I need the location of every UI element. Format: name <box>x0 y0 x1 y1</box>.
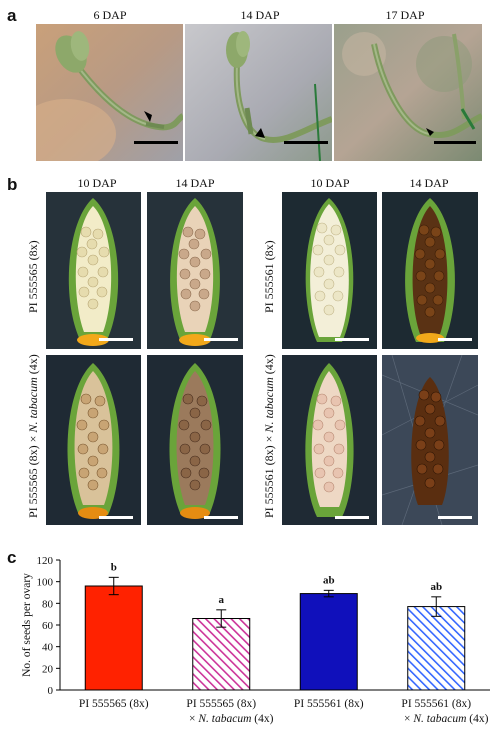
significance-label: ab <box>323 574 335 586</box>
y-tick-label: 60 <box>42 620 54 632</box>
significance-label: a <box>219 594 225 606</box>
panel-b-left-col-label-10dap: 10 DAP <box>77 176 117 190</box>
y-tick-label: 40 <box>42 642 54 654</box>
ovary-photo-pi555561-x-tabacum-10dap <box>282 355 377 525</box>
x-tick-label: PI 555561 (8x) <box>401 698 471 710</box>
panel-a-label-17dap: 17 DAP <box>385 8 425 22</box>
panel-b-right-col-label-14dap: 14 DAP <box>409 176 449 190</box>
scale-bar <box>434 141 476 144</box>
panel-b-letter: b <box>7 175 18 194</box>
scale-bar <box>99 338 133 341</box>
bar <box>84 585 143 691</box>
panel-b-left-row-bottom-label: PI 555565 (8x) × N. tabacum (4x) <box>26 354 40 518</box>
panel-a-label-14dap: 14 DAP <box>240 8 280 22</box>
x-tick-label: PI 555561 (8x) <box>294 698 364 710</box>
ovary-photo-pi555565-10dap <box>46 192 141 349</box>
significance-label: ab <box>430 581 442 593</box>
y-tick-label: 20 <box>42 663 54 675</box>
panel-a-letter: a <box>7 6 17 25</box>
x-tick-label: PI 555565 (8x) <box>186 698 256 710</box>
flower-pedicel-photo-6dap <box>36 24 183 161</box>
y-tick-label: 100 <box>37 577 54 589</box>
ovary-photo-pi555561-14dap <box>382 192 478 349</box>
panel-b-left-col-label-14dap: 14 DAP <box>175 176 215 190</box>
flower-pedicel-photo-17dap <box>334 24 482 161</box>
panel-c-letter: c <box>7 548 17 567</box>
flower-pedicel-photo-14dap <box>185 24 332 161</box>
panel-b-right-col-label-10dap: 10 DAP <box>310 176 350 190</box>
scale-bar <box>204 338 238 341</box>
seeds-per-ovary-bar-chart: No. of seeds per ovary 0 20 40 60 80 100 120 b… <box>21 555 490 725</box>
significance-label: b <box>111 561 117 573</box>
ovary-photo-pi555561-10dap <box>282 192 377 349</box>
x-tick-label: PI 555565 (8x) <box>79 698 149 710</box>
scale-bar <box>284 141 328 144</box>
scale-bar <box>438 516 472 519</box>
scale-bar <box>438 338 472 341</box>
bar <box>192 618 251 691</box>
panel-a-label-6dap: 6 DAP <box>93 8 127 22</box>
y-tick-label: 120 <box>37 555 54 567</box>
ovary-photo-pi555565-x-tabacum-14dap <box>147 355 243 525</box>
scale-bar <box>99 516 133 519</box>
y-tick-label: 0 <box>48 685 54 697</box>
x-tick-label-line2: × N. tabacum (4x) <box>189 713 274 725</box>
panel-b-right-row-top-label: PI 555561 (8x) <box>262 240 276 313</box>
bar <box>299 593 358 691</box>
scale-bar <box>204 516 238 519</box>
ovary-photo-pi555565-x-tabacum-10dap <box>46 355 141 525</box>
x-tick-label-line2: × N. tabacum (4x) <box>404 713 489 725</box>
scale-bar <box>335 338 369 341</box>
ovary-photo-pi555561-x-tabacum-14dap <box>382 355 478 525</box>
scale-bar <box>134 141 178 144</box>
ovary-photo-pi555565-14dap <box>147 192 243 349</box>
y-tick-label: 80 <box>42 598 54 610</box>
scale-bar <box>335 516 369 519</box>
panel-b-right-row-bottom-label: PI 555561 (8x) × N. tabacum (4x) <box>262 354 276 518</box>
panel-b-left-row-top-label: PI 555565 (8x) <box>26 240 40 313</box>
y-axis-label: No. of seeds per ovary <box>21 573 33 677</box>
bar <box>407 606 466 691</box>
